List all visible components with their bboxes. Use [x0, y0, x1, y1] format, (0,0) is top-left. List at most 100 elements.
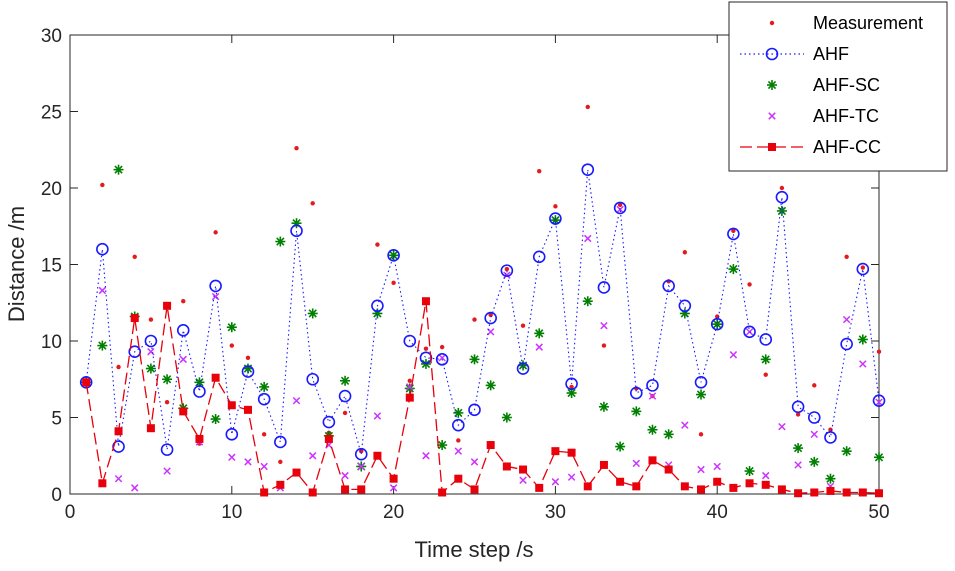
point-ahf-tc	[454, 447, 463, 455]
x-tick-label: 50	[868, 502, 889, 523]
point-ahf	[727, 227, 740, 241]
point-ahf-sc	[793, 443, 804, 454]
point-ahf-tc	[228, 453, 236, 462]
point-ahf-sc	[437, 440, 448, 451]
point-ahf-sc	[598, 401, 609, 412]
legend-label: AHF-SC	[813, 75, 880, 95]
point-ahf	[193, 385, 206, 398]
point-ahf-tc	[648, 392, 657, 400]
legend-label: AHF	[813, 44, 849, 64]
point-ahf-sc	[631, 406, 642, 417]
point-ahf-cc	[599, 460, 608, 469]
point-measurement	[391, 280, 396, 286]
point-ahf-tc	[114, 474, 123, 483]
legend-entry-ahf: AHF	[740, 44, 849, 64]
point-ahf	[824, 431, 837, 444]
point-ahf-tc	[859, 360, 867, 368]
x-tick-label: 20	[383, 502, 404, 523]
point-measurement	[537, 168, 542, 174]
point-ahf-tc	[697, 465, 705, 474]
legend-label: AHF-CC	[813, 137, 881, 157]
point-ahf-sc	[388, 250, 399, 261]
point-ahf-sc	[340, 375, 351, 386]
point-measurement	[375, 242, 380, 247]
point-ahf-cc	[179, 407, 188, 416]
point-measurement	[164, 400, 170, 405]
point-measurement	[747, 282, 752, 287]
point-ahf	[144, 334, 158, 348]
point-ahf-sc	[145, 363, 156, 374]
legend-marker	[767, 80, 777, 90]
point-measurement	[294, 146, 299, 151]
point-ahf-sc	[809, 456, 820, 467]
point-ahf-cc	[664, 465, 673, 474]
point-ahf-sc	[776, 205, 787, 216]
point-ahf-sc	[615, 441, 626, 452]
point-ahf-cc	[632, 482, 641, 491]
point-ahf	[500, 264, 514, 277]
series-ahf-cc	[82, 297, 883, 498]
point-ahf-cc	[260, 488, 269, 497]
point-ahf-tc	[745, 328, 754, 336]
point-measurement	[456, 438, 461, 443]
point-ahf-tc	[794, 461, 802, 469]
point-ahf-tc	[713, 462, 721, 471]
point-ahf	[435, 353, 449, 366]
point-ahf	[646, 379, 659, 392]
point-measurement	[504, 266, 510, 272]
point-ahf-tc	[535, 343, 543, 351]
point-ahf-cc	[875, 489, 883, 498]
point-ahf-tc	[438, 354, 446, 362]
point-ahf-cc	[616, 477, 625, 486]
point-ahf-tc	[632, 459, 641, 468]
point-ahf-sc	[582, 296, 593, 307]
point-measurement	[148, 317, 154, 322]
point-measurement	[213, 230, 218, 235]
point-ahf-cc	[583, 482, 592, 491]
point-measurement	[229, 343, 234, 348]
point-measurement	[472, 317, 477, 322]
point-measurement	[310, 201, 315, 206]
point-ahf-tc	[163, 467, 171, 475]
y-tick-label: 25	[41, 103, 62, 124]
point-ahf	[791, 400, 805, 414]
point-ahf-sc	[566, 388, 577, 399]
point-ahf-cc	[276, 480, 285, 489]
point-ahf	[160, 443, 174, 456]
point-ahf	[290, 224, 303, 238]
point-ahf-cc	[146, 424, 155, 433]
point-ahf	[565, 377, 578, 391]
point-ahf	[807, 411, 821, 424]
series-measurement	[83, 104, 882, 465]
point-ahf-tc	[308, 452, 317, 460]
point-ahf-cc	[438, 488, 447, 497]
point-ahf-sc	[275, 236, 286, 247]
legend-marker	[768, 143, 776, 151]
point-ahf-tc	[292, 396, 301, 405]
legend-entry-measurement: Measurement	[769, 13, 923, 33]
point-ahf-cc	[373, 451, 382, 460]
point-ahf	[209, 279, 222, 293]
point-ahf-tc	[244, 458, 252, 466]
point-measurement	[132, 254, 137, 260]
point-measurement	[407, 378, 412, 383]
legend: Measurement AHF AHF-SC AHF-TC AHF-CC	[728, 1, 948, 172]
point-ahf-tc	[211, 292, 220, 301]
point-ahf	[306, 372, 320, 386]
point-ahf-cc	[292, 468, 301, 477]
point-ahf-sc	[712, 319, 723, 330]
point-measurement	[795, 412, 801, 417]
point-ahf-cc	[98, 479, 107, 488]
y-tick-labels: 0 5 10 15 20 25 30	[41, 26, 62, 506]
point-ahf	[274, 435, 287, 449]
point-ahf	[419, 351, 433, 365]
point-ahf-tc	[341, 471, 349, 480]
point-ahf	[128, 345, 142, 359]
point-ahf-cc	[502, 462, 511, 471]
point-ahf-tc	[260, 462, 268, 471]
point-ahf-tc	[147, 347, 155, 356]
point-ahf	[516, 362, 530, 375]
point-ahf-cc	[794, 489, 803, 498]
point-ahf-cc	[227, 401, 236, 410]
legend-box	[728, 1, 948, 172]
